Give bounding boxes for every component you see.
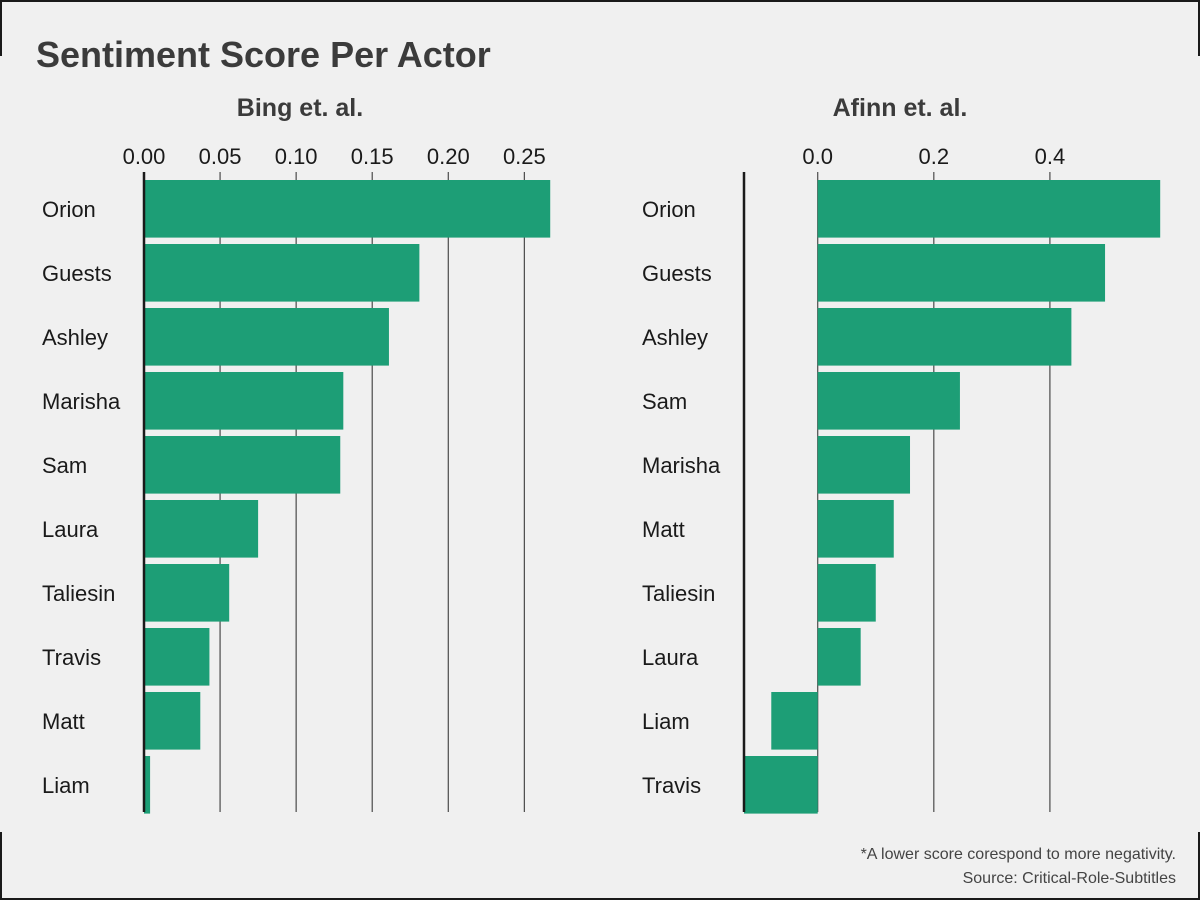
panel-2-bar <box>817 436 911 494</box>
panel-2-tick-label: 0.0 <box>802 144 833 169</box>
panel-2-bar <box>744 756 818 814</box>
panel-2-bar <box>817 372 960 430</box>
panel-1-category-label: Laura <box>42 517 99 542</box>
panel-2-bar <box>817 564 876 622</box>
panel-2-category-label: Travis <box>642 773 701 798</box>
panel-1-bar <box>144 180 551 238</box>
panel-1-category-label: Travis <box>42 645 101 670</box>
panel-1-category-label: Matt <box>42 709 85 734</box>
frame-corner-bottom-right <box>1198 832 1200 900</box>
panel-1-category-label: Liam <box>42 773 90 798</box>
panel-1-bar <box>144 500 259 558</box>
panel-2-bar <box>817 628 861 686</box>
panel-1-bar <box>144 692 201 750</box>
panel-2-category-label: Orion <box>642 197 696 222</box>
panel-2-category-label: Ashley <box>642 325 708 350</box>
panel-2-bar <box>817 308 1072 366</box>
panel-1-tick-label: 0.25 <box>503 144 546 169</box>
panel-2-category-label: Marisha <box>642 453 721 478</box>
panel-1-bar <box>144 756 151 814</box>
panel-1-category-label: Taliesin <box>42 581 115 606</box>
frame-corner-top-right <box>1198 0 1200 56</box>
panel-2-category-label: Taliesin <box>642 581 715 606</box>
panel-1-category-label: Ashley <box>42 325 108 350</box>
frame-corner-top-left <box>0 0 2 56</box>
panel-1-bar <box>144 564 230 622</box>
panel-1-tick-label: 0.05 <box>199 144 242 169</box>
panel-2-bar <box>817 500 894 558</box>
panel-1-tick-label: 0.15 <box>351 144 394 169</box>
panel-2-bar <box>817 180 1161 238</box>
panel-2-bar <box>771 692 818 750</box>
panel-2-bar <box>817 244 1106 302</box>
panel-2-tick-label: 0.2 <box>919 144 950 169</box>
panel-2-category-label: Guests <box>642 261 712 286</box>
panel-1-category-label: Guests <box>42 261 112 286</box>
panel-1-bar <box>144 308 389 366</box>
frame-corner-bottom-left <box>0 832 2 900</box>
panel-2-category-label: Laura <box>642 645 699 670</box>
panel-2-category-label: Liam <box>642 709 690 734</box>
panel-1-bar <box>144 436 341 494</box>
footnote: *A lower score corespond to more negativ… <box>860 846 1176 863</box>
panel-2-tick-label: 0.4 <box>1035 144 1066 169</box>
panel-1-category-label: Marisha <box>42 389 121 414</box>
panel-2-category-label: Sam <box>642 389 687 414</box>
frame-bottom-edge <box>0 898 1200 900</box>
panel-1-bar <box>144 244 420 302</box>
panel-1-category-label: Sam <box>42 453 87 478</box>
chart-title: Sentiment Score Per Actor <box>36 34 491 75</box>
frame-top-edge <box>0 0 1200 2</box>
panel-1-category-label: Orion <box>42 197 96 222</box>
source-note: Source: Critical-Role-Subtitles <box>962 870 1176 887</box>
panel-1-tick-label: 0.10 <box>275 144 318 169</box>
panel-2-title: Afinn et. al. <box>833 94 968 122</box>
panel-1-bar <box>144 372 344 430</box>
panel-1-title: Bing et. al. <box>237 94 363 122</box>
panel-1-tick-label: 0.20 <box>427 144 470 169</box>
panel-1-bar <box>144 628 210 686</box>
panel-2-category-label: Matt <box>642 517 685 542</box>
panel-1-tick-label: 0.00 <box>123 144 166 169</box>
